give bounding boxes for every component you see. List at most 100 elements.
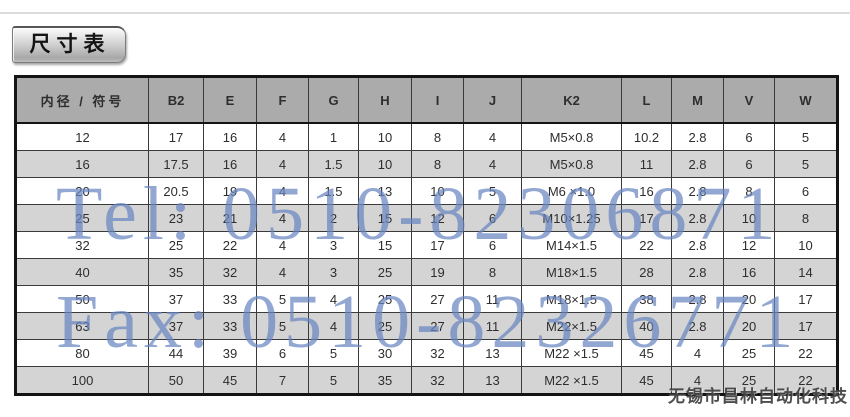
table-cell: 10 (358, 150, 412, 178)
table-cell: 1.5 (308, 177, 359, 205)
table-cell: 25 (723, 339, 775, 367)
table-cell: 5 (463, 177, 522, 205)
table-cell: 11 (621, 150, 672, 178)
table-cell: 5 (308, 339, 359, 367)
table-cell: 32 (411, 366, 464, 395)
table-cell: 4 (671, 339, 724, 367)
table-cell: 13 (358, 177, 412, 205)
table-cell: 10 (411, 177, 464, 205)
table-cell: 45 (621, 366, 672, 395)
table-cell: 4 (308, 285, 359, 313)
table-cell: 37 (148, 312, 204, 340)
table-cell: 2.8 (671, 258, 724, 286)
table-cell: 5 (774, 150, 838, 178)
table-cell: 45 (203, 366, 257, 395)
table-cell: 16 (203, 150, 257, 178)
table-cell: 22 (621, 231, 672, 259)
table-cell: M14×1.5 (521, 231, 622, 259)
table-cell: 63 (15, 312, 149, 340)
table-cell: 25 (723, 366, 775, 395)
table-cell: 17 (774, 312, 838, 340)
table-cell: 25 (148, 231, 204, 259)
table-cell: 17 (774, 285, 838, 313)
table-cell: 4 (463, 122, 522, 151)
table-cell: M22 ×1.5 (521, 366, 622, 395)
table-cell: 4 (463, 150, 522, 178)
table-cell: 15 (358, 204, 412, 232)
table-cell: 2 (308, 204, 359, 232)
table-cell: 2.8 (671, 285, 724, 313)
table-cell: 25 (358, 312, 412, 340)
table-cell: 20.5 (148, 177, 204, 205)
table-cell: 45 (621, 339, 672, 367)
dimension-table: 内径 / 符号 B2 E F G H I J K2 L M V W 12 17 16 4 1 10 8 4 M5×0.8… (14, 75, 839, 396)
table-row: 50 37 33 5 4 25 27 11 M18×1.5 38 2.8 20 17 (15, 285, 838, 313)
table-cell: 50 (148, 366, 204, 395)
table-cell: 12 (723, 231, 775, 259)
table-cell: 2.8 (671, 204, 724, 232)
table-cell: 8 (411, 150, 464, 178)
table-row: 32 25 22 4 3 15 17 6 M14×1.5 22 2.8 12 10 (15, 231, 838, 259)
table-cell: 80 (15, 339, 149, 367)
table-cell: 33 (203, 285, 257, 313)
table-row: 100 50 45 7 5 35 32 13 M22 ×1.5 45 4 25 22 (15, 366, 838, 395)
table-cell: 8 (411, 122, 464, 151)
table-cell: 20 (15, 177, 149, 205)
table-cell: M18×1.5 (521, 285, 622, 313)
table-cell: 14 (774, 258, 838, 286)
table-cell: 17 (411, 231, 464, 259)
table-cell: 32 (411, 339, 464, 367)
table-cell: 10.2 (621, 122, 672, 151)
column-header: L (621, 76, 672, 124)
table-cell: 4 (256, 150, 309, 178)
table-cell: 10 (723, 204, 775, 232)
table-cell: 35 (148, 258, 204, 286)
table-row: 20 20.5 19 4 1.5 13 10 5 M6 ×1.0 16 2.8 8 6 (15, 177, 838, 205)
table-cell: 5 (256, 285, 309, 313)
table-cell: 25 (15, 204, 149, 232)
table-cell: 13 (463, 366, 522, 395)
table-cell: 10 (774, 231, 838, 259)
table-cell: 16 (203, 122, 257, 151)
table-cell: 4 (308, 312, 359, 340)
table-cell: 12 (15, 122, 149, 151)
table-cell: 3 (308, 258, 359, 286)
table-cell: 40 (621, 312, 672, 340)
table-cell: 5 (774, 122, 838, 151)
table-cell: 28 (621, 258, 672, 286)
table-cell: M6 ×1.0 (521, 177, 622, 205)
table-cell: 2.8 (671, 312, 724, 340)
table-cell: 6 (723, 150, 775, 178)
table-cell: 12 (411, 204, 464, 232)
table-cell: 39 (203, 339, 257, 367)
top-divider-line (0, 12, 850, 14)
table-cell: 2.8 (671, 150, 724, 178)
table-cell: 1 (308, 122, 359, 151)
table-cell: M22×1.5 (521, 312, 622, 340)
column-header: G (308, 76, 359, 124)
table-cell: 33 (203, 312, 257, 340)
table-cell: 4 (256, 258, 309, 286)
table-cell: 4 (256, 204, 309, 232)
table-cell: 30 (358, 339, 412, 367)
column-header: H (358, 76, 412, 124)
table-row: 80 44 39 6 5 30 32 13 M22 ×1.5 45 4 25 22 (15, 339, 838, 367)
column-header: B2 (148, 76, 204, 124)
table-cell: 11 (463, 285, 522, 313)
column-header: J (463, 76, 522, 124)
table-row: 16 17.5 16 4 1.5 10 8 4 M5×0.8 11 2.8 6 5 (15, 150, 838, 178)
table-header-row: 内径 / 符号 B2 E F G H I J K2 L M V W (15, 76, 838, 124)
table-cell: 38 (621, 285, 672, 313)
table-cell: 21 (203, 204, 257, 232)
table-cell: 4 (256, 231, 309, 259)
table-cell: 35 (358, 366, 412, 395)
table-cell: 27 (411, 312, 464, 340)
table-cell: 17.5 (148, 150, 204, 178)
table-cell: 32 (15, 231, 149, 259)
table-cell: 23 (148, 204, 204, 232)
page-title: 尺寸表 (12, 26, 126, 63)
table-cell: 32 (203, 258, 257, 286)
table-cell: 22 (203, 231, 257, 259)
table-cell: 2.8 (671, 231, 724, 259)
table-row: 25 23 21 4 2 15 12 6 M10×1.25 17 2.8 10 8 (15, 204, 838, 232)
